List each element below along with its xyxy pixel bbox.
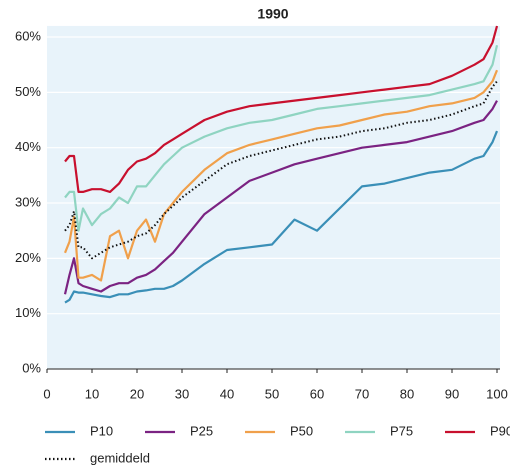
- legend-label: P50: [290, 423, 313, 438]
- legend-label: P75: [390, 423, 413, 438]
- y-tick-label: 60%: [15, 28, 41, 43]
- chart-title: 1990: [257, 6, 288, 22]
- legend-label: P10: [90, 423, 113, 438]
- x-tick-label: 40: [220, 386, 234, 401]
- x-tick-label: 100: [486, 386, 508, 401]
- series-line: [63, 69, 499, 282]
- y-tick-label: 50%: [15, 84, 41, 99]
- x-tick-label: 30: [175, 386, 189, 401]
- y-tick-label: 0%: [22, 360, 41, 375]
- y-tick-label: 40%: [15, 139, 41, 154]
- x-tick-label: 80: [400, 386, 414, 401]
- y-tick-label: 20%: [15, 250, 41, 265]
- x-tick-label: 0: [43, 386, 50, 401]
- legend-label: P25: [190, 423, 213, 438]
- y-tick-label: 10%: [15, 305, 41, 320]
- y-tick-label: 30%: [15, 194, 41, 209]
- series-line: [63, 100, 498, 295]
- series-line: [64, 25, 499, 193]
- x-tick-label: 90: [445, 386, 459, 401]
- legend-label: gemiddeld: [90, 450, 150, 465]
- series-line: [64, 130, 499, 304]
- x-tick-label: 70: [355, 386, 369, 401]
- x-tick-label: 10: [85, 386, 99, 401]
- x-tick-label: 20: [130, 386, 144, 401]
- series-line: [64, 45, 499, 232]
- x-tick-label: 50: [265, 386, 279, 401]
- plot-background: [47, 25, 500, 369]
- x-tick-label: 60: [310, 386, 324, 401]
- legend-label: P90: [490, 423, 510, 438]
